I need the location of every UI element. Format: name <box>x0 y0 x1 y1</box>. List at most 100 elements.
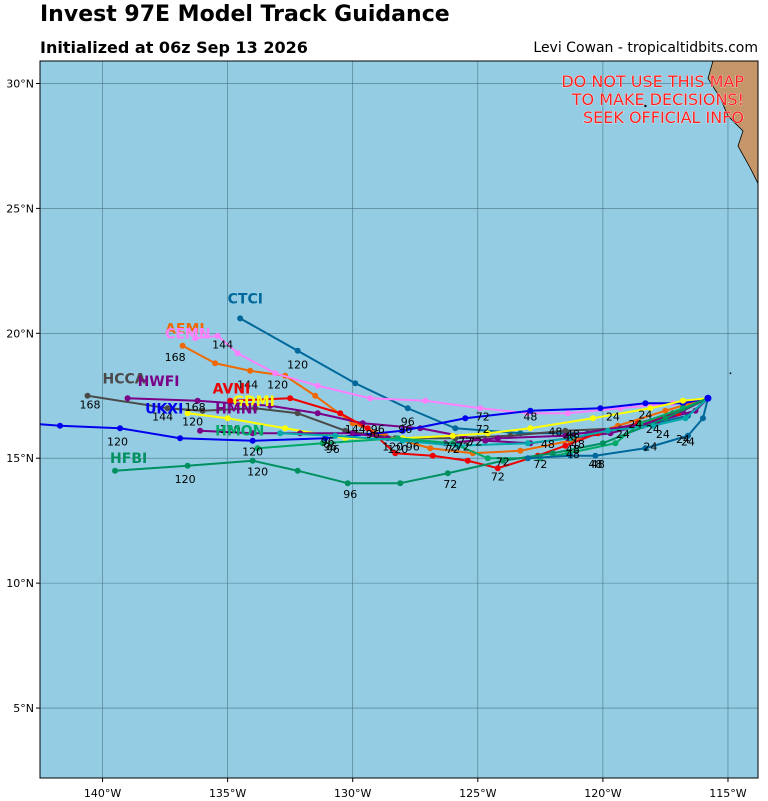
track-point-cemn <box>234 350 241 357</box>
track-point-hwfi <box>314 410 321 417</box>
forecast-hour-label: 168 <box>165 351 186 364</box>
track-point-cemn <box>272 370 279 377</box>
track-point-hfbi <box>249 457 256 464</box>
track-point-ohc <box>454 442 461 449</box>
lat-tick-label: 5°N <box>13 702 34 715</box>
track-point-nvgi <box>699 415 706 422</box>
forecast-hour-label: 48 <box>571 438 585 451</box>
model-name-aemi: AEMI <box>165 321 205 337</box>
track-point-avni <box>364 425 371 432</box>
track-point-ukxi <box>462 415 469 422</box>
forecast-hour-label: 72 <box>533 458 547 471</box>
track-point-avni <box>429 452 436 459</box>
model-tracks <box>40 315 712 487</box>
track-point-gdmi <box>224 415 231 422</box>
axis-labels: 140°W 135°W 130°W 125°W 120°W 115°W 5°N 10°N 15°… <box>6 77 747 800</box>
track-point-hmni <box>249 430 256 437</box>
forecast-hour-label: 120 <box>247 466 268 479</box>
track-point-nvgi <box>567 452 574 459</box>
track-point-hfbi <box>499 457 506 464</box>
island-clarion <box>729 372 732 375</box>
track-point-hmni <box>349 430 356 437</box>
track-point-avni <box>227 397 234 404</box>
model-name-hmon: HMON <box>215 424 264 440</box>
track-point-avni <box>494 465 501 472</box>
model-name-hcca: HCCA <box>103 371 146 387</box>
track-point-ukxi <box>597 405 604 412</box>
track-point-hmni <box>562 432 569 439</box>
forecast-hour-label: 24 <box>643 441 657 454</box>
forecast-hour-label: 24 <box>646 423 660 436</box>
forecast-hour-label: 120 <box>242 446 263 459</box>
track-point-gdmi <box>527 425 534 432</box>
track-point-ohc <box>682 415 689 422</box>
map-frame <box>39 60 759 779</box>
track-point-hfbi <box>549 450 556 457</box>
track-point-hfbi <box>662 415 669 422</box>
forecast-hour-label: 72 <box>456 441 470 454</box>
track-point-aemi <box>179 342 186 349</box>
track-point-ctci <box>237 315 244 322</box>
init-time: Initialized at 06z Sep 13 2026 <box>40 38 308 57</box>
forecast-hour-label: 96 <box>343 488 357 501</box>
track-point-avni <box>337 410 344 417</box>
track-point-hmon <box>254 445 261 452</box>
lon-tick-label: 125°W <box>459 787 496 800</box>
forecast-hour-label: 144 <box>212 338 233 351</box>
track-line-ohc <box>280 397 709 447</box>
track-point-ctci <box>294 347 301 354</box>
track-point-hmon <box>484 455 491 462</box>
forecast-hour-label: 72 <box>458 436 472 449</box>
track-point-cemn <box>477 405 484 412</box>
track-point-cemn <box>314 382 321 389</box>
model-name-ctci: CTCI <box>228 291 263 307</box>
model-name-cemn: CEMN <box>165 326 211 342</box>
forecast-hour-label: 96 <box>401 416 415 429</box>
track-point-cemn <box>214 332 221 339</box>
model-name-gdmi: GDMI <box>233 394 275 410</box>
track-point-hmon <box>612 440 619 447</box>
track-point-hmni <box>494 435 501 442</box>
forecast-hour-label: 48 <box>566 448 580 461</box>
track-point-avni <box>287 395 294 402</box>
forecast-hour-label: 72 <box>443 478 457 491</box>
forecast-hour-label: 96 <box>398 423 412 436</box>
credit-text: Levi Cowan - tropicaltidbits.com <box>533 40 758 56</box>
track-point-gdmi <box>449 432 456 439</box>
track-point-gdmi <box>647 405 654 412</box>
track-point-hwfi <box>194 397 201 404</box>
track-point-hmon <box>319 440 326 447</box>
forecast-hour-label: 72 <box>491 471 505 484</box>
track-point-ohc <box>277 430 284 437</box>
lat-tick-label: 30°N <box>6 77 34 90</box>
track-point-nvgi <box>592 452 599 459</box>
forecast-hour-label: 120 <box>287 358 308 371</box>
track-line-gdmi <box>187 397 709 440</box>
track-point-aemi <box>247 367 254 374</box>
forecast-hour-label: 120 <box>175 473 196 486</box>
warning-line: SEEK OFFICIAL INFO <box>583 108 744 127</box>
track-point-nvgi <box>524 455 531 462</box>
forecast-hour-label: 24 <box>606 411 620 424</box>
track-point-hfbi <box>599 440 606 447</box>
forecast-hour-label: 72 <box>443 441 457 454</box>
forecast-hour-label: 144 <box>152 411 173 424</box>
track-point-hcca <box>199 407 206 414</box>
track-point-hcca <box>84 392 91 399</box>
forecast-hour-label: 72 <box>446 443 460 456</box>
track-point-hcca <box>294 410 301 417</box>
track-point-aemi <box>312 392 319 399</box>
track-point-cemn <box>422 397 429 404</box>
forecast-hour-label: 96 <box>323 441 337 454</box>
forecast-hour-labels: 4872961201447296120144168487296120144168… <box>80 338 695 501</box>
forecast-hour-label: 24 <box>681 436 695 449</box>
forecast-hour-label: 24 <box>676 433 690 446</box>
forecast-hour-label: 72 <box>476 411 490 424</box>
track-point-ohc <box>567 435 574 442</box>
storm-origin-point <box>704 394 712 402</box>
forecast-hour-label: 48 <box>523 411 537 424</box>
forecast-hour-label: 120 <box>220 423 241 436</box>
island-guadalupe <box>644 104 647 108</box>
forecast-hour-label: 72 <box>476 423 490 436</box>
